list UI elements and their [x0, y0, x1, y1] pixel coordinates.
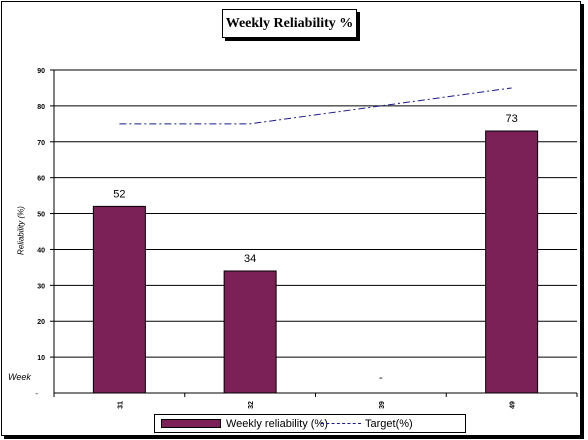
bar — [485, 130, 539, 394]
y-tick-label: 80 — [37, 104, 45, 111]
target-series-line — [119, 87, 512, 125]
x-tick-label: 32 — [248, 401, 255, 409]
legend-bar-label: Weekly reliability (%) — [226, 417, 328, 430]
y-tick-label: 20 — [37, 319, 45, 326]
legend: Weekly reliability (%) Target(%) — [154, 414, 466, 433]
y-tick-label: 40 — [37, 247, 45, 254]
x-tick-label: 39 — [379, 401, 386, 409]
bar — [223, 270, 277, 394]
data-label: 73 — [506, 113, 518, 125]
labels: 10 20 30 40 50 60 70 80 90 - 52 34 - 73 31 32 39 49 — [35, 68, 517, 409]
y-tick-label: 60 — [37, 176, 45, 183]
axes — [50, 69, 578, 397]
legend-line-label: Target(%) — [365, 417, 413, 430]
legend-bar-swatch — [161, 419, 221, 428]
x-tick-label: 31 — [117, 401, 124, 409]
legend-item-bar: Weekly reliability (%) — [161, 415, 328, 432]
y-tick-label: 10 — [37, 355, 45, 362]
data-label: 52 — [113, 188, 125, 200]
y-tick-label: 90 — [37, 68, 45, 75]
legend-line-swatch — [321, 423, 361, 424]
chart-title: Weekly Reliability % — [222, 9, 357, 38]
y-tick-label: 30 — [37, 283, 45, 290]
data-label: 34 — [244, 253, 256, 265]
y-axis-label: Reliability (%) — [16, 206, 26, 255]
data-label: - — [379, 372, 383, 384]
bar — [92, 205, 146, 394]
legend-item-line: Target(%) — [321, 415, 413, 432]
y-tick-label: 70 — [37, 140, 45, 147]
y-tick-label: 50 — [37, 212, 45, 219]
target-line — [119, 87, 512, 125]
x-tick-label: 49 — [510, 401, 517, 409]
bars — [92, 130, 539, 394]
y-tick-label: - — [35, 389, 38, 398]
x-axis-label: Week — [8, 372, 31, 382]
